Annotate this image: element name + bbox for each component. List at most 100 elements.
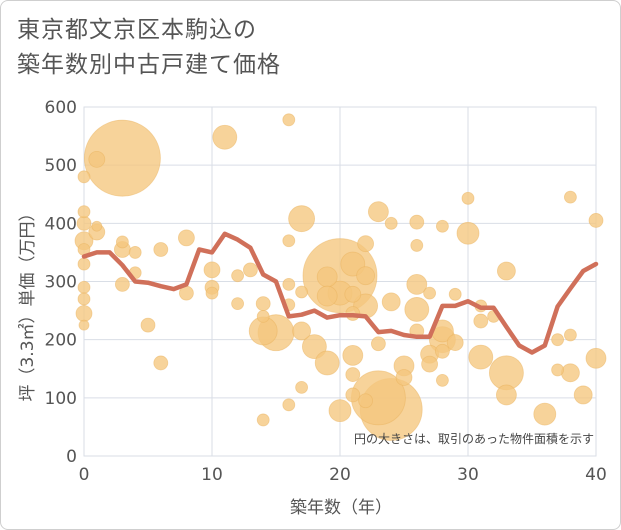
- bubble-point: [342, 344, 364, 366]
- bubble-point: [77, 205, 91, 219]
- bubble-point: [585, 347, 607, 369]
- bubble-point: [153, 355, 169, 371]
- bubble-point: [153, 242, 169, 257]
- bubble-point: [406, 274, 428, 295]
- bubble-point: [395, 369, 413, 386]
- average-price-line: [81, 231, 599, 355]
- bubble-point: [384, 216, 398, 230]
- bubble-point: [255, 296, 271, 312]
- bubble-point: [77, 280, 91, 294]
- bubble-point: [533, 402, 557, 426]
- bubble-point: [328, 399, 352, 423]
- bubble-point: [77, 170, 91, 184]
- bubble-point: [295, 380, 309, 394]
- y-tick-label: 300: [45, 273, 77, 293]
- bubble-point: [358, 393, 374, 409]
- x-tick-label: 10: [201, 465, 223, 485]
- bubble-point: [77, 292, 91, 306]
- x-tick-label: 40: [585, 465, 607, 485]
- bubble-point: [367, 201, 389, 223]
- x-tick-label: 20: [329, 465, 351, 485]
- x-axis-title: 築年数（年）: [290, 498, 392, 518]
- bubble-point: [282, 113, 296, 127]
- bubble-point: [344, 285, 362, 303]
- bubble-point: [423, 286, 437, 300]
- bubble-point: [231, 269, 245, 283]
- bubble-point: [564, 328, 577, 342]
- bubble-point: [561, 363, 580, 383]
- bubble-point: [356, 266, 376, 286]
- bubble-size-note: 円の大きさは、取引のあった物件面積を示す: [354, 431, 594, 446]
- bubble-point: [282, 398, 296, 412]
- bubble-point: [128, 246, 142, 259]
- bubble-point: [231, 297, 245, 311]
- bubble-point: [496, 261, 516, 281]
- ticks: 0 100 200 300 400 500 600 0 10 20 30 40: [45, 98, 607, 485]
- bubble-point: [316, 266, 338, 288]
- bubble-point: [177, 229, 195, 247]
- x-tick-label: 30: [457, 465, 479, 485]
- bubble-point: [205, 286, 219, 300]
- bubble-point: [588, 213, 604, 228]
- bubble-point: [456, 221, 480, 245]
- bubble-point: [282, 278, 296, 291]
- bubble-point: [551, 363, 564, 377]
- bubble-point: [468, 344, 494, 370]
- bubble-point: [564, 190, 577, 204]
- bubble-point: [76, 215, 92, 231]
- bubble-point: [78, 319, 90, 331]
- bubble-point: [84, 119, 161, 197]
- bubble-point: [140, 317, 156, 333]
- trend: [81, 231, 599, 355]
- y-axis-title: 坪（3.3㎡）単価（万円）: [18, 204, 38, 401]
- bubble-point: [370, 336, 386, 352]
- bubble-point: [409, 214, 425, 230]
- bubble-point: [292, 321, 312, 341]
- bubble-point: [345, 387, 361, 403]
- y-tick-label: 500: [45, 156, 77, 176]
- bubble-point: [448, 287, 462, 301]
- bubble-point: [282, 234, 296, 248]
- x-tick-label: 0: [79, 465, 90, 485]
- chart-title: 東京都文京区本駒込の 築年数別中古戸建て価格: [17, 13, 281, 83]
- bubble-point: [495, 384, 517, 406]
- bubble-point: [314, 350, 340, 376]
- title-line-1: 東京都文京区本駒込の: [17, 17, 257, 43]
- bubble-point: [316, 285, 338, 307]
- bubble-point: [115, 277, 130, 292]
- bubble-point: [116, 235, 129, 249]
- bubble-point: [91, 220, 103, 232]
- bubble-point: [75, 305, 93, 322]
- y-tick-label: 200: [45, 331, 77, 351]
- bubble-point: [212, 124, 238, 150]
- bubble-point: [435, 219, 449, 233]
- bubble-point: [461, 191, 475, 205]
- title-line-2: 築年数別中古戸建て価格: [17, 52, 281, 78]
- bubble-point: [295, 285, 309, 299]
- bubble-point: [551, 333, 564, 347]
- bubble-point: [573, 385, 593, 405]
- bubble-point: [434, 343, 450, 359]
- bubble-point: [357, 235, 375, 253]
- bubble-point: [473, 313, 489, 329]
- bubble-point: [288, 205, 316, 233]
- bubble-point: [410, 239, 424, 252]
- y-tick-label: 600: [45, 98, 77, 118]
- bubble-point: [421, 355, 439, 373]
- y-tick-label: 100: [45, 389, 77, 409]
- y-tick-label: 0: [66, 447, 77, 467]
- bubble-point: [77, 257, 91, 271]
- bubble-point: [256, 309, 270, 323]
- bubble-point: [88, 150, 106, 168]
- bubble-point: [345, 367, 361, 382]
- bubble-point: [381, 292, 401, 312]
- bubble-point: [242, 262, 258, 278]
- y-tick-label: 400: [45, 214, 77, 234]
- bubble-point: [435, 373, 449, 387]
- bubble-point: [446, 334, 464, 351]
- bubbles: [74, 113, 607, 441]
- bubble-point: [203, 261, 221, 279]
- bubble-point: [404, 297, 430, 322]
- bubble-point: [256, 413, 270, 427]
